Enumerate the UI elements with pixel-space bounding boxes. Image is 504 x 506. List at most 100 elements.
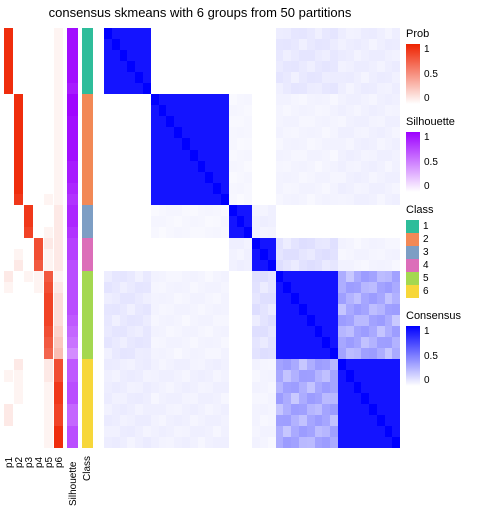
heatmap-cell (260, 28, 268, 39)
heatmap-cell (260, 437, 268, 448)
heatmap-cell (190, 172, 198, 183)
ann-cell (24, 337, 33, 348)
ann-cell (82, 382, 93, 393)
heatmap-cell (299, 238, 307, 249)
heatmap-cell (377, 61, 385, 72)
heatmap-cell (112, 271, 120, 282)
heatmap-cell (174, 127, 182, 138)
ann-cell (14, 393, 23, 404)
heatmap-cell (322, 359, 330, 370)
ann-cell (82, 293, 93, 304)
ann-cell (4, 61, 13, 72)
heatmap-cell (237, 315, 245, 326)
heatmap-cell (229, 326, 237, 337)
heatmap-cell (143, 39, 151, 50)
heatmap-cell (392, 382, 400, 393)
ann-cell (24, 271, 33, 282)
ann-cell (67, 216, 78, 227)
ann-cell (14, 304, 23, 315)
ann-cell (34, 194, 43, 205)
heatmap-cell (299, 161, 307, 172)
heatmap-cell (244, 293, 252, 304)
heatmap-cell (120, 370, 128, 381)
heatmap-cell (361, 94, 369, 105)
heatmap-cell (127, 326, 135, 337)
heatmap-cell (322, 382, 330, 393)
heatmap-cell (104, 83, 112, 94)
heatmap-cell (174, 348, 182, 359)
heatmap-cell (205, 227, 213, 238)
heatmap-cell (198, 404, 206, 415)
heatmap-cell (237, 194, 245, 205)
heatmap-cell (166, 260, 174, 271)
ann-cell (4, 326, 13, 337)
heatmap-cell (346, 50, 354, 61)
heatmap-cell (127, 426, 135, 437)
ann-cell (4, 348, 13, 359)
heatmap-cell (392, 105, 400, 116)
ann-cell (34, 172, 43, 183)
ann-cell (24, 172, 33, 183)
heatmap-cell (237, 183, 245, 194)
heatmap-cell (237, 415, 245, 426)
heatmap-cell (268, 94, 276, 105)
heatmap-cell (392, 359, 400, 370)
heatmap-cell (166, 194, 174, 205)
heatmap-cell (307, 94, 315, 105)
heatmap-cell (182, 337, 190, 348)
heatmap-cell (198, 238, 206, 249)
heatmap-cell (322, 127, 330, 138)
heatmap-cell (369, 271, 377, 282)
heatmap-cell (112, 370, 120, 381)
heatmap-cell (369, 326, 377, 337)
heatmap-cell (392, 304, 400, 315)
heatmap-cell (221, 72, 229, 83)
heatmap-cell (159, 370, 167, 381)
heatmap-cell (151, 50, 159, 61)
heatmap-cell (104, 28, 112, 39)
heatmap-cell (369, 404, 377, 415)
ann-cell (44, 227, 53, 238)
consensus-legend-title: Consensus (406, 310, 498, 322)
heatmap-cell (213, 238, 221, 249)
heatmap-cell (159, 50, 167, 61)
heatmap-cell (182, 271, 190, 282)
ann-cell (34, 238, 43, 249)
heatmap-cell (112, 348, 120, 359)
heatmap-cell (392, 172, 400, 183)
heatmap-cell (112, 238, 120, 249)
heatmap-cell (330, 172, 338, 183)
heatmap-cell (252, 382, 260, 393)
heatmap-cell (174, 260, 182, 271)
heatmap-cell (166, 216, 174, 227)
heatmap-cell (330, 393, 338, 404)
ann-cell (82, 260, 93, 271)
heatmap-cell (198, 249, 206, 260)
heatmap-cell (174, 393, 182, 404)
heatmap-cell (174, 194, 182, 205)
heatmap-cell (369, 359, 377, 370)
heatmap-cell (244, 249, 252, 260)
heatmap-cell (198, 437, 206, 448)
heatmap-cell (315, 382, 323, 393)
heatmap-cell (385, 370, 393, 381)
heatmap-cell (392, 50, 400, 61)
heatmap-cell (166, 172, 174, 183)
heatmap-cell (237, 271, 245, 282)
heatmap-cell (291, 227, 299, 238)
heatmap-cell (354, 138, 362, 149)
heatmap-cell (361, 370, 369, 381)
heatmap-row (104, 315, 400, 326)
heatmap-cell (338, 304, 346, 315)
heatmap-cell (377, 194, 385, 205)
ann-cell (4, 94, 13, 105)
heatmap-cell (268, 39, 276, 50)
ann-cell (14, 437, 23, 448)
heatmap-cell (174, 249, 182, 260)
heatmap-cell (244, 72, 252, 83)
heatmap-cell (377, 348, 385, 359)
heatmap-cell (135, 393, 143, 404)
heatmap-cell (369, 72, 377, 83)
heatmap-cell (205, 382, 213, 393)
heatmap-cell (276, 150, 284, 161)
